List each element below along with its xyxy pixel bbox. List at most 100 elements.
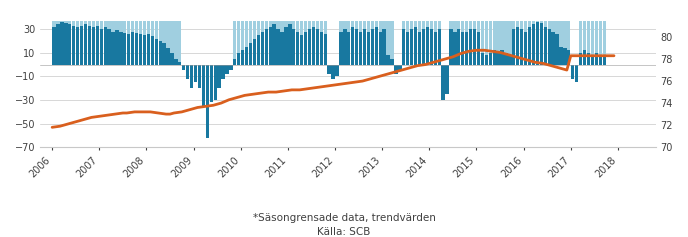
Bar — [265, 29, 268, 64]
Bar — [241, 21, 244, 64]
Bar — [426, 21, 429, 64]
Bar — [171, 21, 173, 64]
Bar — [410, 21, 413, 64]
Bar — [539, 21, 543, 64]
Bar — [237, 53, 240, 64]
Bar — [414, 27, 417, 64]
Bar — [332, 64, 335, 79]
Bar — [508, 55, 511, 64]
Bar — [449, 29, 453, 64]
Bar — [575, 64, 579, 82]
Bar — [229, 64, 233, 70]
Bar — [587, 21, 590, 64]
Bar — [520, 29, 524, 64]
Bar — [355, 29, 358, 64]
Bar — [147, 34, 150, 64]
Bar — [594, 53, 598, 64]
Bar — [222, 64, 225, 79]
Bar — [320, 21, 323, 64]
Bar — [116, 21, 118, 64]
Bar — [579, 53, 582, 64]
Bar — [233, 21, 237, 64]
Bar — [457, 21, 460, 64]
Bar — [520, 21, 524, 64]
Bar — [512, 29, 515, 64]
Bar — [135, 33, 138, 64]
Bar — [532, 24, 535, 64]
Bar — [378, 21, 382, 64]
Bar — [548, 21, 551, 64]
Bar — [111, 21, 115, 64]
Bar — [512, 21, 515, 64]
Bar — [237, 21, 240, 64]
Bar — [312, 21, 315, 64]
Bar — [76, 27, 79, 64]
Bar — [469, 29, 472, 64]
Bar — [481, 53, 484, 64]
Bar — [339, 32, 343, 64]
Bar — [316, 29, 319, 64]
Bar — [579, 21, 582, 64]
Bar — [64, 23, 67, 64]
Bar — [347, 21, 350, 64]
Bar — [555, 21, 559, 64]
Bar — [504, 21, 508, 64]
Bar — [378, 32, 382, 64]
Bar — [414, 21, 417, 64]
Bar — [477, 21, 480, 64]
Bar — [147, 21, 150, 64]
Bar — [265, 21, 268, 64]
Bar — [210, 64, 213, 102]
Bar — [422, 21, 425, 64]
Bar — [268, 21, 272, 64]
Bar — [327, 64, 331, 74]
Bar — [587, 53, 590, 64]
Bar — [402, 29, 405, 64]
Bar — [500, 21, 504, 64]
Bar — [304, 21, 308, 64]
Bar — [88, 26, 91, 64]
Bar — [544, 27, 547, 64]
Bar — [438, 29, 441, 64]
Bar — [603, 57, 606, 64]
Bar — [135, 21, 138, 64]
Bar — [96, 21, 99, 64]
Bar — [284, 21, 288, 64]
Bar — [257, 21, 260, 64]
Bar — [571, 64, 574, 79]
Bar — [473, 29, 476, 64]
Bar — [155, 21, 158, 64]
Bar — [233, 59, 237, 64]
Bar — [567, 50, 570, 64]
Bar — [174, 59, 178, 64]
Bar — [583, 21, 586, 64]
Bar — [127, 34, 131, 64]
Bar — [591, 55, 594, 64]
Bar — [433, 32, 437, 64]
Bar — [257, 35, 260, 64]
Bar — [171, 53, 173, 64]
Bar — [72, 26, 76, 64]
Bar — [323, 21, 327, 64]
Bar — [213, 64, 217, 100]
Bar — [351, 27, 354, 64]
Bar — [166, 21, 170, 64]
Bar — [426, 27, 429, 64]
Bar — [107, 29, 111, 64]
Bar — [371, 21, 374, 64]
Bar — [516, 21, 519, 64]
Bar — [528, 21, 531, 64]
Bar — [123, 33, 127, 64]
Bar — [390, 21, 394, 64]
Bar — [528, 27, 531, 64]
Bar — [477, 32, 480, 64]
Bar — [202, 64, 205, 106]
Bar — [84, 21, 87, 64]
Bar — [249, 21, 252, 64]
Bar — [272, 21, 276, 64]
Bar — [383, 21, 386, 64]
Bar — [127, 21, 131, 64]
Bar — [461, 21, 464, 64]
Bar — [190, 64, 193, 88]
Bar — [347, 32, 350, 64]
